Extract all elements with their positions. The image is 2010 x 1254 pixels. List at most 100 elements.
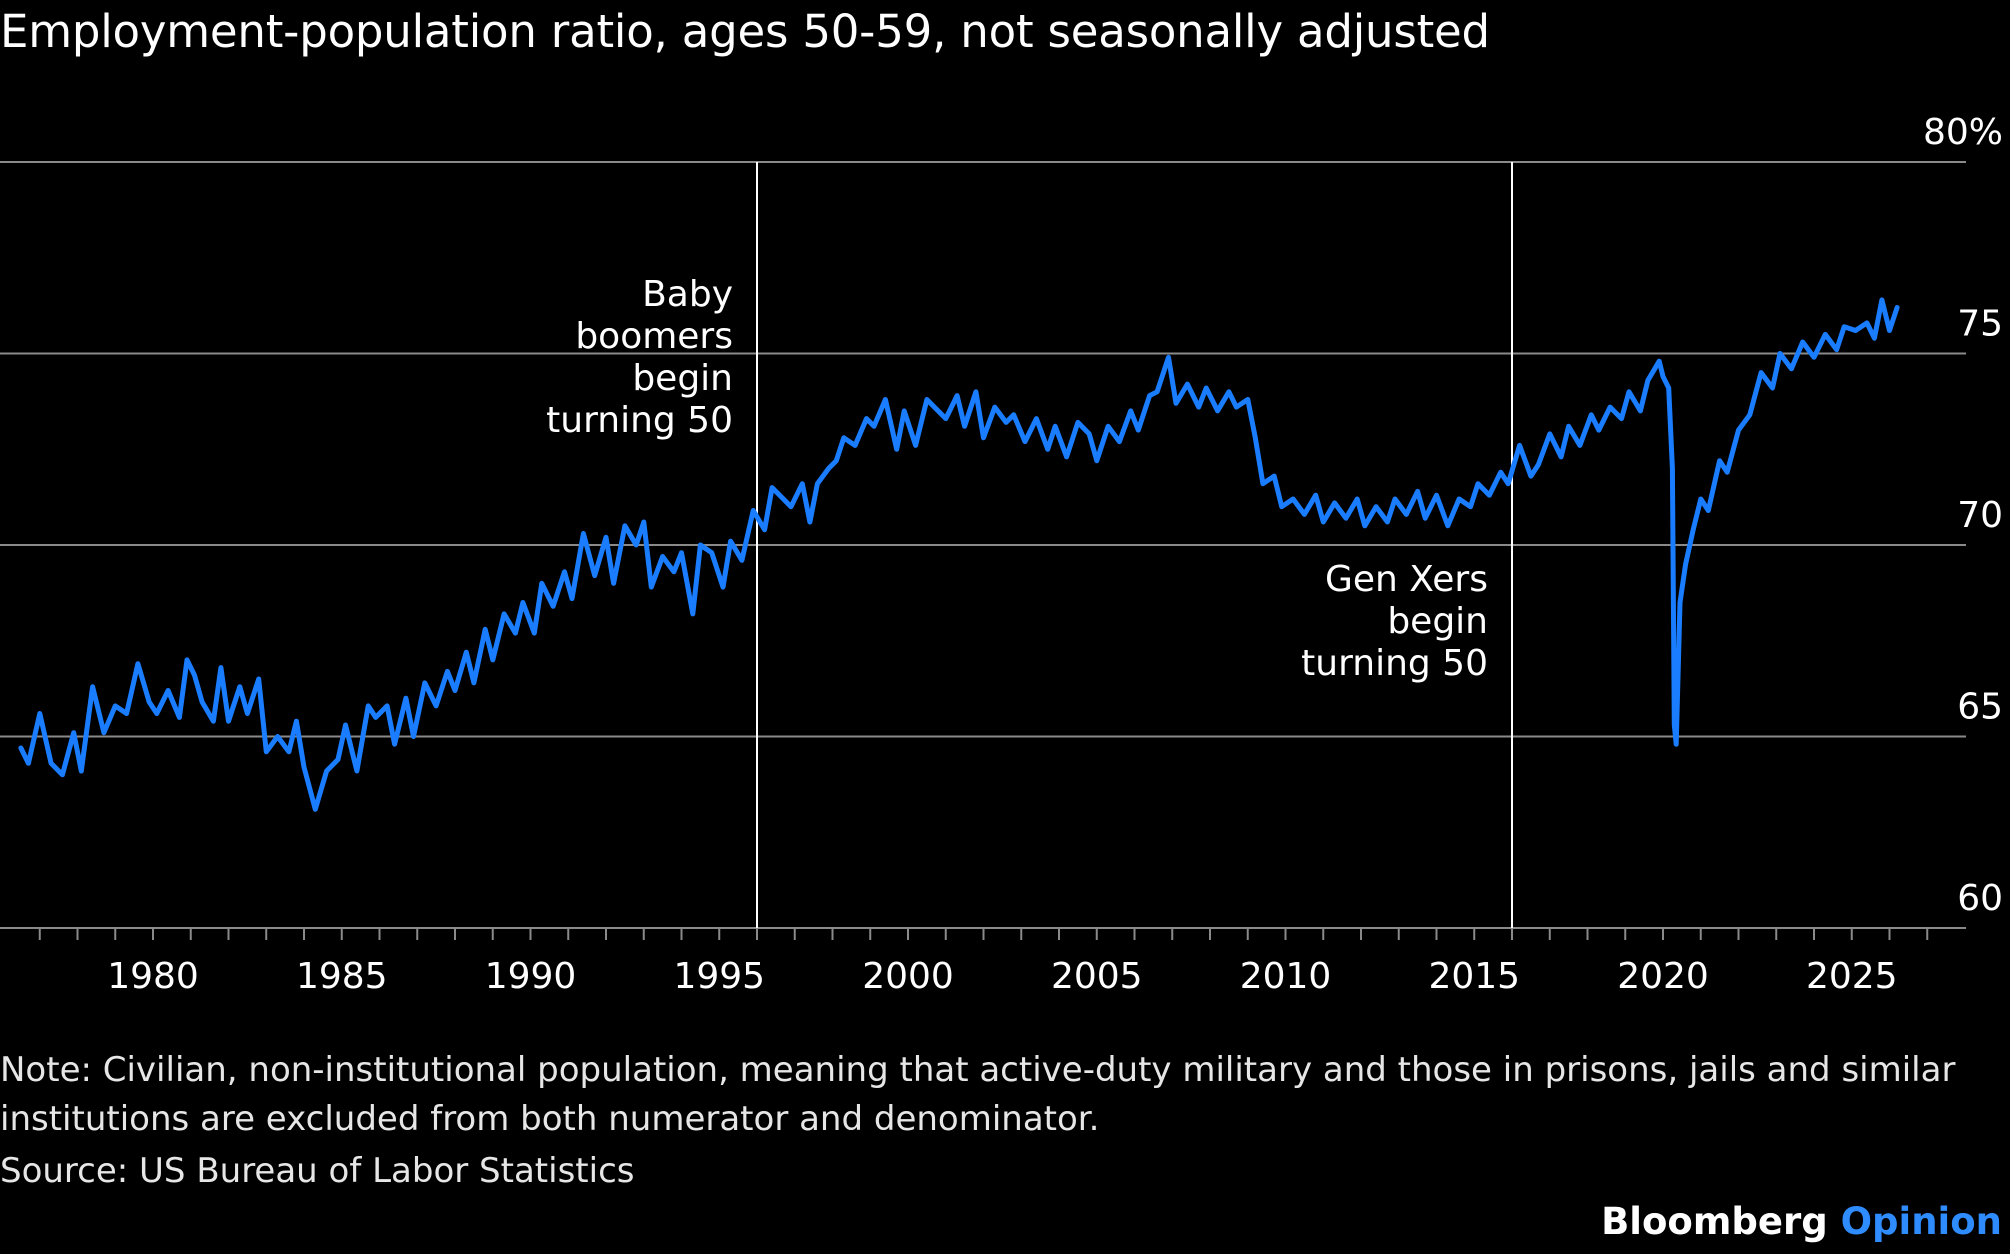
data-point [102, 731, 106, 735]
data-point [827, 466, 831, 470]
data-point [79, 769, 83, 773]
data-point [423, 681, 427, 685]
data-point [1023, 440, 1027, 444]
data-point [1895, 306, 1899, 309]
data-point [800, 482, 804, 486]
data-point [1638, 409, 1642, 413]
data-point [313, 807, 317, 811]
data-point [883, 398, 887, 401]
data-point [1087, 432, 1091, 436]
data-point [1499, 470, 1503, 474]
data-point [1106, 424, 1110, 428]
data-point [302, 765, 306, 769]
data-point [453, 689, 457, 692]
data-point [842, 436, 846, 440]
data-point [1657, 359, 1661, 363]
data-point [1536, 463, 1540, 467]
data-point [661, 555, 665, 558]
data-point [1272, 474, 1276, 478]
brand-name: Bloomberg [1601, 1200, 1828, 1243]
data-point [1737, 428, 1740, 432]
data-point [38, 712, 42, 715]
data-point [1227, 390, 1231, 394]
x-tick-label: 1990 [485, 956, 577, 997]
data-point [1567, 424, 1571, 428]
data-point [72, 731, 76, 735]
data-point [1608, 405, 1612, 409]
brand-logo: Bloomberg Opinion [1601, 1196, 2002, 1248]
data-point [1684, 562, 1688, 566]
data-point [1835, 348, 1839, 352]
data-point [1234, 405, 1238, 409]
data-point [193, 673, 196, 677]
data-point [721, 585, 725, 589]
data-point [551, 604, 555, 608]
data-point [49, 761, 53, 765]
data-point [166, 689, 170, 692]
data-point [1291, 497, 1295, 501]
data-point [1548, 432, 1552, 436]
data-point [902, 409, 906, 413]
data-point [1469, 505, 1472, 509]
y-tick-label: 80% [1923, 112, 2003, 153]
data-point [1129, 409, 1133, 413]
data-point [491, 658, 495, 662]
data-point [1355, 497, 1359, 501]
data-point [1148, 394, 1152, 398]
data-point [1646, 378, 1650, 382]
data-point [1589, 413, 1593, 417]
data-point [366, 704, 370, 708]
data-point [1167, 355, 1170, 359]
data-point [955, 394, 959, 398]
data-point [1661, 375, 1665, 378]
data-point [257, 677, 261, 681]
data-point [634, 543, 638, 547]
data-point [177, 715, 181, 719]
data-point [1423, 516, 1427, 520]
data-point [1076, 420, 1080, 424]
data-point [1667, 386, 1671, 390]
data-point [781, 497, 785, 501]
data-point [532, 631, 536, 635]
data-point [219, 666, 223, 670]
data-point [325, 769, 329, 773]
annotation-label: Gen Xers [1325, 559, 1488, 600]
data-point [740, 558, 744, 562]
data-point [238, 685, 242, 689]
data-point [581, 532, 585, 535]
data-point [1778, 352, 1782, 355]
y-tick-label: 60 [1957, 878, 2003, 919]
data-point [691, 612, 695, 616]
x-tick-label: 1985 [296, 956, 388, 997]
annotation-label: begin [632, 358, 733, 399]
data-point [264, 750, 268, 754]
data-point [925, 398, 929, 401]
data-point [1506, 482, 1510, 486]
data-point [612, 581, 616, 585]
data-point [445, 669, 449, 673]
data-point [944, 417, 948, 421]
annotation-label: Baby [642, 274, 733, 315]
data-point [872, 424, 876, 428]
data-point [1197, 405, 1201, 409]
chart-title: Employment-population ratio, ages 50-59,… [0, 5, 1490, 58]
x-tick-label: 2010 [1240, 956, 1332, 997]
data-point [200, 700, 204, 704]
data-point [672, 570, 676, 574]
data-point [1691, 528, 1695, 532]
data-point [344, 723, 347, 727]
data-point [385, 704, 389, 708]
data-point [540, 581, 544, 585]
data-point [1065, 455, 1069, 459]
y-tick-label: 65 [1957, 687, 2003, 728]
data-point [1854, 329, 1857, 332]
data-point [1823, 332, 1827, 336]
data-point [294, 719, 298, 723]
data-point [1748, 413, 1752, 417]
data-point [853, 443, 857, 447]
data-point [770, 486, 774, 490]
data-point [914, 443, 918, 447]
annotation-label: turning 50 [1301, 643, 1488, 684]
data-point [1699, 497, 1703, 501]
